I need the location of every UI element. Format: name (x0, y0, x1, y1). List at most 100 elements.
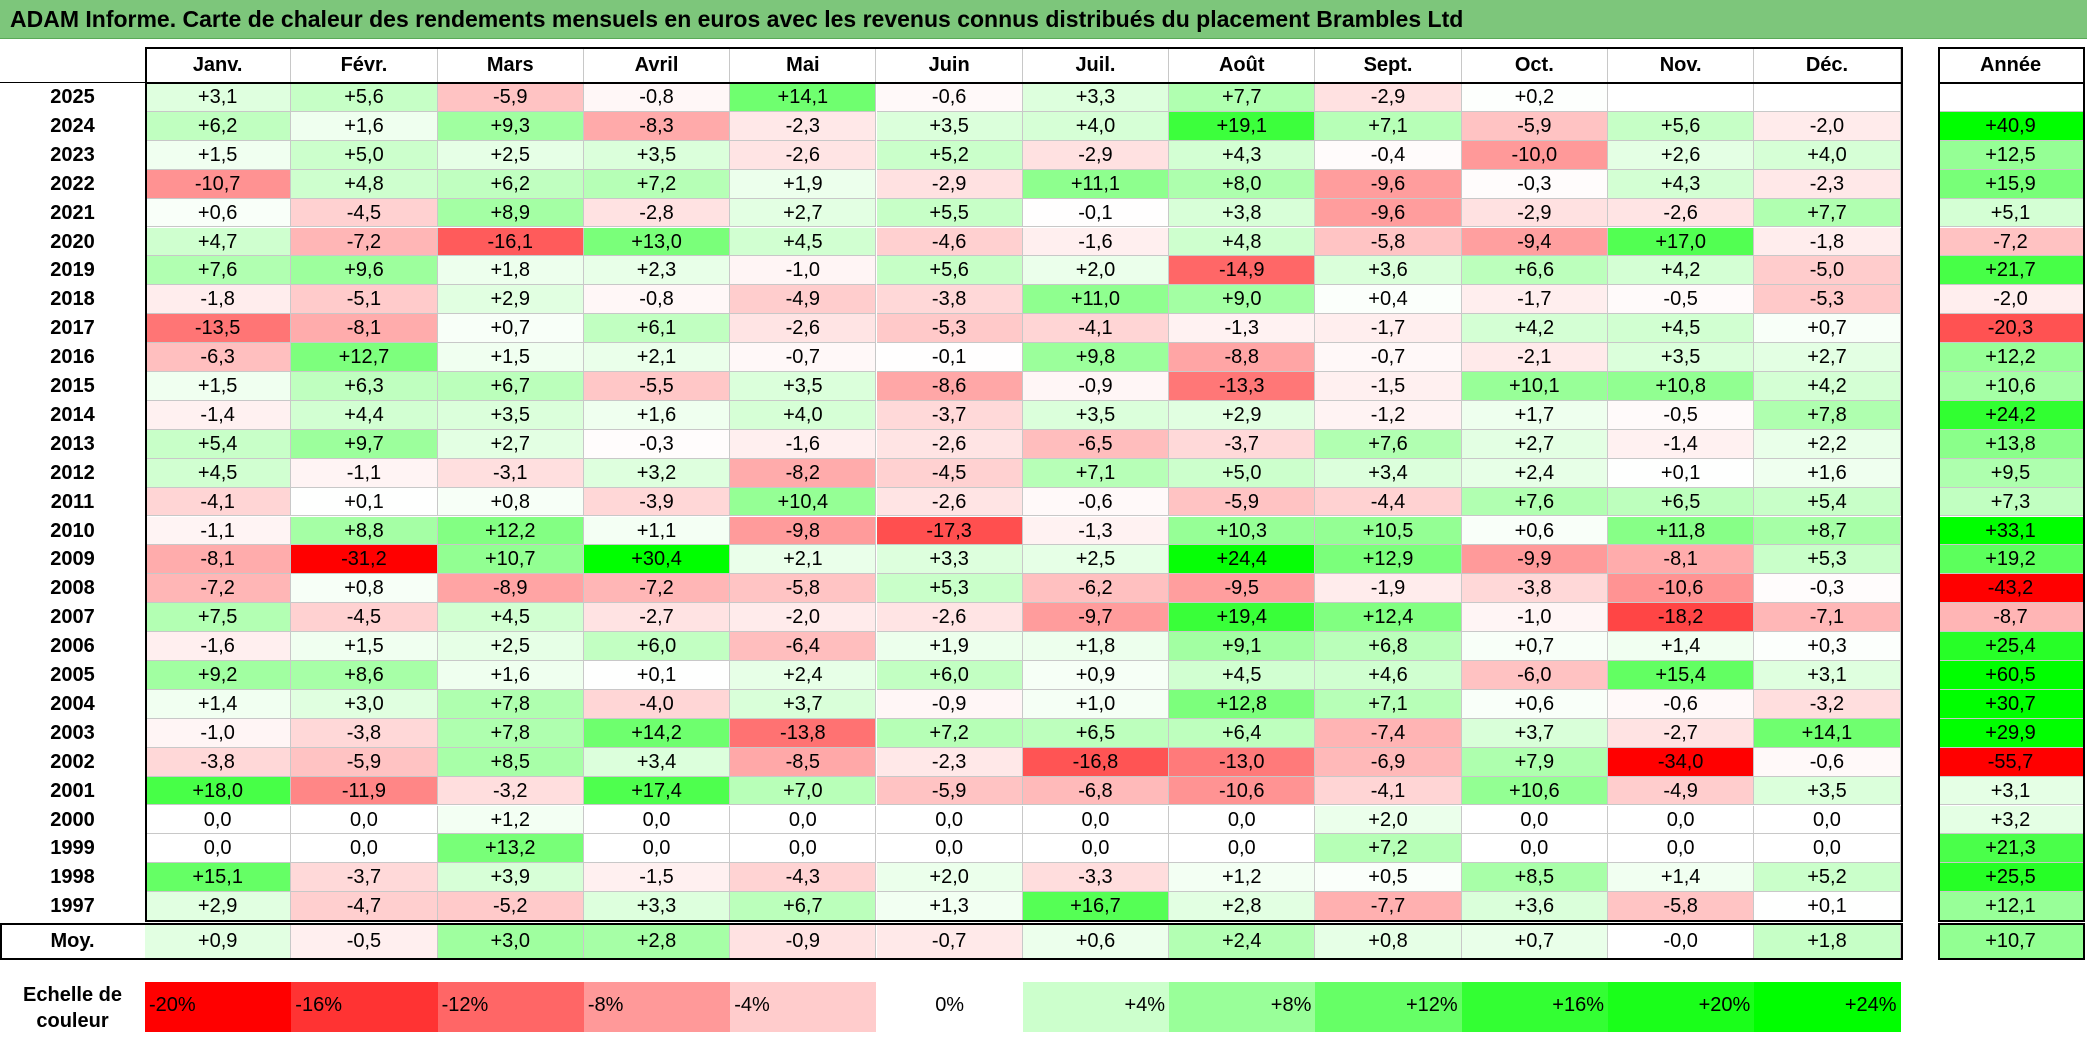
heatmap-cell: -1,1 (291, 458, 438, 488)
heatmap-cell: 0,0 (1461, 805, 1608, 835)
heatmap-cell: +4,8 (1169, 227, 1316, 257)
heatmap-cell: +6,1 (583, 314, 731, 344)
annual-cell: +60,5 (1938, 661, 2084, 690)
heatmap-cell: -31,2 (291, 545, 438, 575)
heatmap-cell: +1,2 (437, 805, 584, 835)
heatmap-cell: -1,7 (1315, 314, 1462, 344)
average-cell: -0,5 (291, 924, 438, 960)
heatmap-cell: -2,0 (730, 603, 877, 633)
scale-swatch: +16% (1461, 982, 1608, 1032)
heatmap-cell: +14,1 (1754, 718, 1901, 748)
year-label: 2018 (50, 288, 95, 311)
annual-cell: +3,2 (1938, 805, 2084, 835)
heatmap-cell: -0,9 (876, 689, 1023, 719)
heatmap-cell: -2,6 (730, 314, 877, 344)
month-header: Oct. (1462, 47, 1608, 83)
heatmap-cell: 0,0 (1608, 834, 1755, 864)
heatmap-cell: +10,7 (437, 545, 584, 575)
year-label: 2023 (50, 143, 95, 166)
heatmap-cell: +3,3 (1022, 83, 1170, 112)
year-label: 2003 (50, 721, 95, 744)
heatmap-cell: +3,6 (1461, 892, 1608, 922)
heatmap-cell: -13,8 (730, 718, 877, 748)
heatmap-cell: -3,9 (583, 487, 731, 517)
heatmap-cell: +5,3 (876, 574, 1023, 604)
heatmap-cell: +13,2 (437, 834, 584, 864)
heatmap-cell: +4,5 (145, 458, 292, 488)
heatmap-cell: +8,8 (291, 516, 438, 546)
heatmap-cell: +9,1 (1169, 632, 1316, 661)
heatmap-cell: -4,3 (730, 863, 877, 893)
heatmap-cell: -0,5 (1608, 285, 1755, 315)
heatmap-cell: 0,0 (145, 834, 292, 864)
heatmap-cell: -4,5 (291, 198, 438, 228)
month-header: Mars (438, 47, 584, 83)
heatmap-cell: +0,3 (1754, 632, 1901, 661)
heatmap-cell: -5,9 (876, 776, 1023, 806)
year-label: 2020 (50, 230, 95, 253)
heatmap-cell: -2,3 (876, 747, 1023, 777)
heatmap-cell: +9,3 (437, 111, 584, 141)
year-label: 1997 (50, 895, 95, 918)
heatmap-cell: -11,9 (291, 776, 438, 806)
heatmap-cell: +9,7 (291, 429, 438, 459)
heatmap-cell: -2,7 (583, 603, 731, 633)
heatmap-cell: +5,4 (1754, 487, 1901, 517)
heatmap-cell: -7,2 (583, 574, 731, 604)
heatmap-cell: -1,2 (1315, 400, 1462, 430)
heatmap-cell: -1,8 (145, 285, 292, 315)
month-header: Juil. (1023, 47, 1170, 83)
heatmap-cell: -5,8 (1315, 227, 1462, 257)
year-label: 2006 (50, 635, 95, 658)
heatmap-cell: +1,7 (1461, 400, 1608, 430)
annual-cell: +3,1 (1938, 776, 2084, 806)
heatmap-cell: +8,5 (437, 747, 584, 777)
heatmap-cell: +0,8 (291, 574, 438, 604)
heatmap-cell: -4,1 (1022, 314, 1170, 344)
heatmap-cell: +4,2 (1608, 256, 1755, 286)
heatmap-cell: -17,3 (876, 516, 1023, 546)
heatmap-cell: +2,7 (437, 429, 584, 459)
heatmap-cell: -6,2 (1022, 574, 1170, 604)
heatmap-cell: +7,7 (1754, 198, 1901, 228)
heatmap-cell: +3,5 (583, 140, 731, 170)
heatmap-cell: +2,5 (437, 632, 584, 661)
scale-swatch: -4% (730, 982, 877, 1032)
heatmap-cell: +4,3 (1169, 140, 1316, 170)
heatmap-cell: +8,0 (1169, 169, 1316, 199)
heatmap-cell: +6,5 (1608, 487, 1755, 517)
month-header: Nov. (1608, 47, 1755, 83)
heatmap-cell: +0,9 (1022, 661, 1170, 690)
heatmap-cell: -0,6 (1022, 487, 1170, 517)
average-label: Moy. (50, 930, 95, 953)
heatmap-cell: +12,7 (291, 343, 438, 372)
heatmap-cell: -4,1 (1315, 776, 1462, 806)
heatmap-cell: -13,0 (1169, 747, 1316, 777)
heatmap-cell: +1,5 (145, 372, 292, 401)
heatmap-cell: +0,8 (437, 487, 584, 517)
heatmap-cell: -6,4 (730, 632, 877, 661)
heatmap-cell: -1,0 (730, 256, 877, 286)
heatmap-cell: +6,2 (145, 111, 292, 141)
heatmap-cell: -6,8 (1022, 776, 1170, 806)
year-header: Année (1938, 47, 2084, 83)
heatmap-cell: +1,5 (145, 140, 292, 170)
heatmap-cell: +1,1 (583, 516, 731, 546)
heatmap-cell: -6,0 (1461, 661, 1608, 690)
heatmap-cell: +5,0 (291, 140, 438, 170)
heatmap-cell: +7,2 (583, 169, 731, 199)
title-bar: ADAM Informe. Carte de chaleur des rende… (0, 0, 2087, 39)
scale-swatch: +8% (1169, 982, 1316, 1032)
heatmap-cell: -2,3 (1754, 169, 1901, 199)
heatmap-cell: +0,1 (583, 661, 731, 690)
heatmap-cell: -1,6 (730, 429, 877, 459)
heatmap-cell: -0,6 (1608, 689, 1755, 719)
heatmap-cell: 0,0 (876, 805, 1023, 835)
heatmap-cell: -3,2 (1754, 689, 1901, 719)
heatmap-cell: +3,2 (583, 458, 731, 488)
heatmap-cell: 0,0 (1461, 834, 1608, 864)
heatmap-cell: +0,5 (1315, 863, 1462, 893)
heatmap-cell: +7,0 (730, 776, 877, 806)
heatmap-cell: +3,5 (730, 372, 877, 401)
year-label: 2022 (50, 172, 95, 195)
